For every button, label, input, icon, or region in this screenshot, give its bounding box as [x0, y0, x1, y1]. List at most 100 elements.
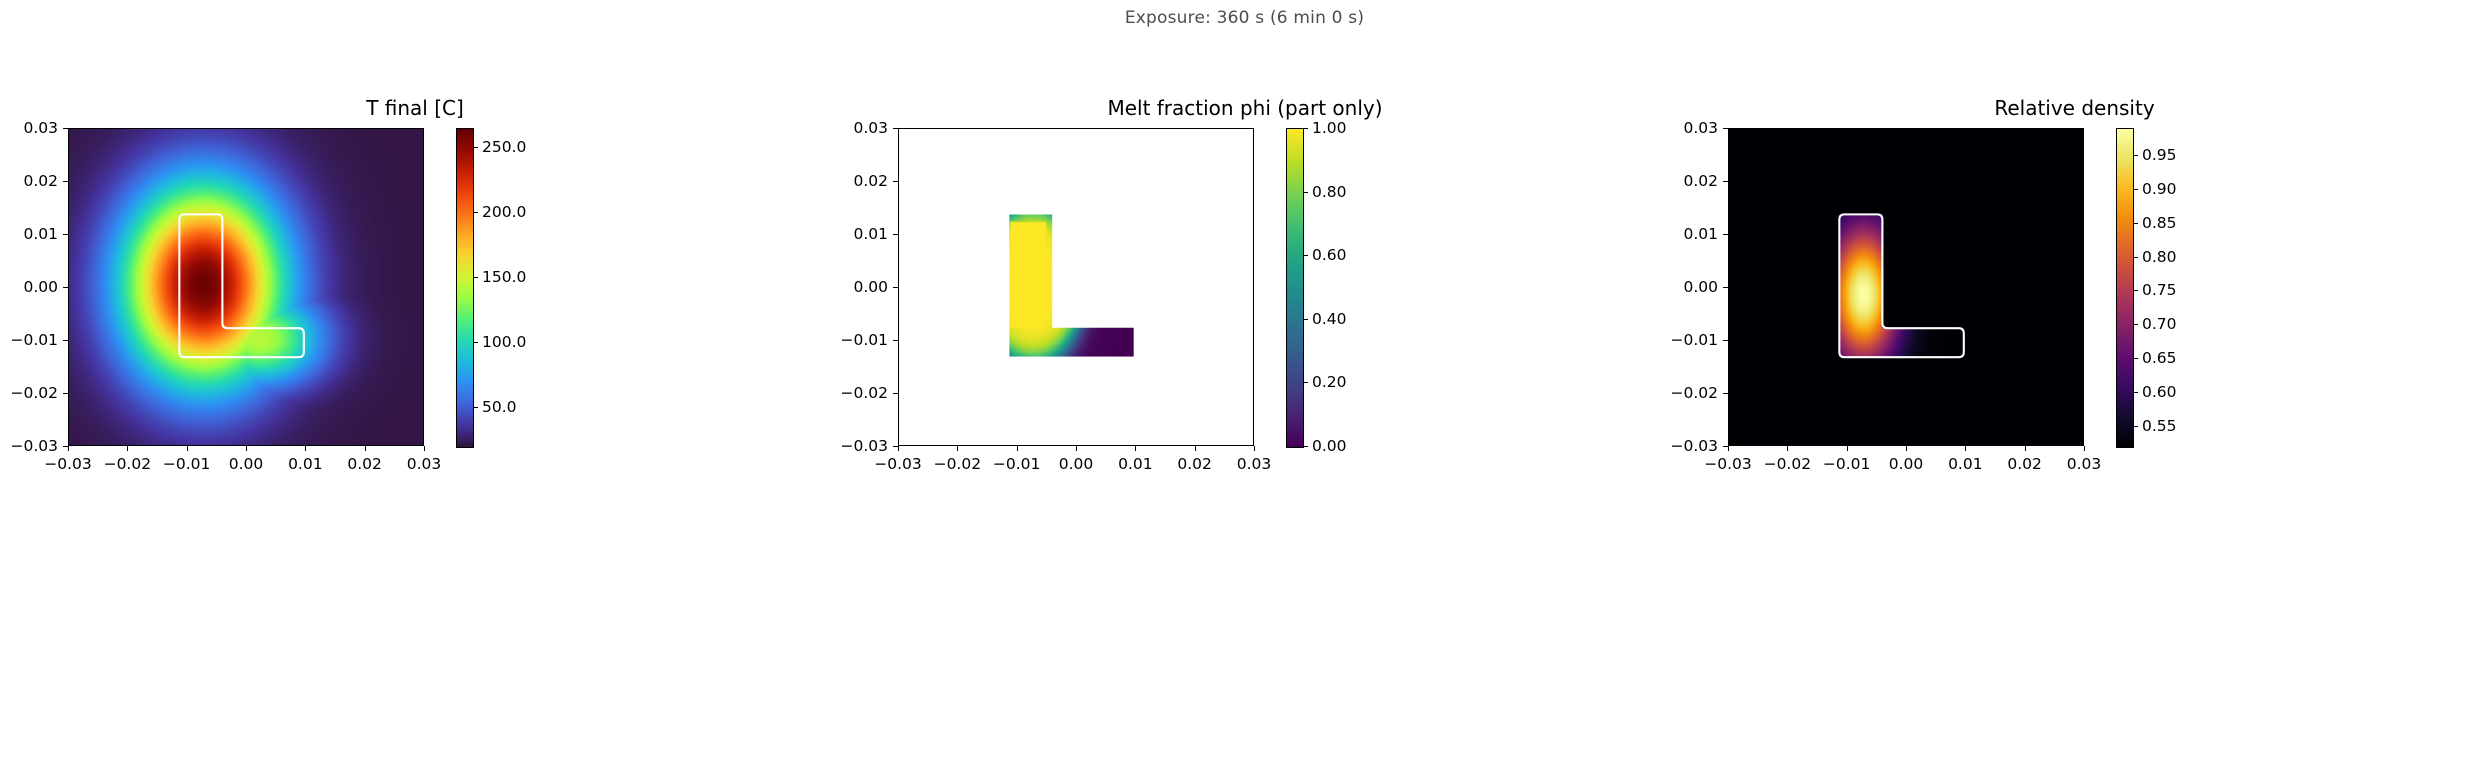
y-tick [1723, 234, 1728, 235]
y-tick [63, 234, 68, 235]
colorbar-tick-label: 0.95 [2142, 146, 2177, 165]
colorbar-t-final [456, 128, 474, 448]
x-tick-label: −0.02 [103, 455, 152, 473]
colorbar-tick [1303, 318, 1308, 320]
x-tick [364, 446, 366, 451]
y-tick [63, 340, 68, 341]
x-tick-label: 0.02 [1177, 455, 1212, 473]
y-tick [1723, 128, 1728, 129]
x-tick [424, 446, 425, 451]
subplot-relative-density: Relative density −0.03 −0.02 −0.01 0.00 0.01… [1660, 0, 2489, 769]
y-tick-label: 0.00 [23, 278, 58, 296]
x-tick [1076, 446, 1077, 451]
x-tick [1194, 446, 1196, 451]
colorbar-tick-label: 0.60 [2142, 382, 2177, 401]
y-tick-label: 0.01 [23, 225, 58, 243]
colorbar-tick [2133, 222, 2138, 224]
y-tick [63, 128, 68, 129]
colorbar-tick-label: 0.80 [2142, 247, 2177, 266]
colorbar-tick-label: 150.0 [482, 268, 527, 287]
x-tick-label: 0.02 [347, 455, 382, 473]
subplot-title-relative-density: Relative density [1994, 96, 2155, 120]
colorbar-tick [1303, 446, 1308, 447]
heatmap-relative-density [1729, 129, 2083, 445]
y-tick [893, 181, 898, 182]
axes-melt-fraction[interactable] [898, 128, 1254, 446]
x-tick-label: −0.01 [1822, 455, 1871, 473]
colorbar-tick-label: 0.55 [2142, 416, 2177, 435]
x-tick-label: 0.02 [2007, 455, 2042, 473]
x-tick [1135, 446, 1137, 451]
y-tick-label: 0.03 [853, 119, 888, 137]
y-tick-label: −0.03 [1670, 437, 1719, 455]
colorbar-tick [473, 342, 478, 344]
x-tick-label: 0.00 [1058, 455, 1094, 473]
axes-t-final[interactable] [68, 128, 424, 446]
x-tick-label: 0.03 [2066, 455, 2102, 473]
colorbar-tick [2133, 324, 2138, 326]
x-tick-label: −0.03 [874, 455, 922, 473]
x-tick [2084, 446, 2085, 451]
figure-suptitle: Exposure: 360 s (6 min 0 s) [1124, 8, 1365, 28]
y-tick-label: 0.03 [23, 119, 58, 137]
colorbar-tick [2133, 425, 2138, 427]
y-tick [1723, 181, 1728, 182]
x-tick [898, 446, 899, 451]
colorbar-tick-label: 0.65 [2142, 349, 2177, 368]
y-tick-label: 0.00 [853, 278, 888, 296]
y-tick [893, 128, 898, 129]
y-tick-label: 0.02 [1683, 172, 1718, 190]
y-tick [1723, 393, 1728, 394]
y-tick-label: 0.01 [1683, 225, 1718, 243]
colorbar-tick-label: 200.0 [482, 203, 527, 222]
colorbar-relative-density [2116, 128, 2134, 448]
heatmap-melt-fraction [899, 129, 1253, 445]
colorbar-tick-label: 50.0 [482, 398, 517, 417]
colorbar-tick-label: 100.0 [482, 333, 527, 352]
x-tick-label: −0.02 [1763, 455, 1812, 473]
y-tick [893, 234, 898, 235]
x-tick-label: −0.03 [44, 455, 92, 473]
y-tick [63, 446, 68, 447]
x-tick-label: −0.02 [933, 455, 982, 473]
subplot-title-melt-fraction: Melt fraction phi (part only) [1107, 96, 1383, 120]
y-tick-label: −0.01 [10, 331, 59, 349]
y-tick-label: 0.02 [23, 172, 58, 190]
colorbar-tick-label: 1.00 [1312, 119, 1347, 137]
y-tick-label: 0.00 [1683, 278, 1718, 296]
y-tick-label: −0.03 [840, 437, 889, 455]
colorbar-tick [2133, 391, 2138, 393]
colorbar-tick [1303, 255, 1308, 257]
x-tick-label: 0.01 [1948, 455, 1983, 473]
subplot-title-t-final: T final [C] [366, 96, 464, 120]
colorbar-tick [473, 147, 478, 149]
x-tick [1787, 446, 1789, 451]
y-tick [63, 287, 68, 288]
colorbar-tick [473, 277, 478, 279]
colorbar-tick-label: 0.00 [1312, 437, 1347, 455]
x-tick [68, 446, 69, 451]
colorbar-tick [2133, 256, 2138, 258]
colorbar-tick [1303, 128, 1308, 129]
colorbar-tick-label: 0.75 [2142, 281, 2177, 300]
x-tick-label: 0.03 [406, 455, 442, 473]
x-tick [186, 446, 188, 451]
colorbar-tick-label: 0.70 [2142, 315, 2177, 334]
axes-relative-density[interactable] [1728, 128, 2084, 446]
y-tick-label: −0.02 [840, 384, 889, 402]
y-tick [63, 393, 68, 394]
colorbar-tick-label: 0.80 [1312, 182, 1347, 201]
x-tick [1728, 446, 1729, 451]
x-tick-label: 0.00 [1888, 455, 1924, 473]
colorbar-tick [1303, 382, 1308, 384]
y-tick-label: −0.01 [1670, 331, 1719, 349]
colorbar-tick [2133, 358, 2138, 360]
y-tick-label: −0.03 [10, 437, 59, 455]
x-tick [1016, 446, 1018, 451]
colorbar-tick [473, 407, 478, 409]
colorbar-tick [2133, 155, 2138, 157]
colorbar-tick-label: 0.90 [2142, 179, 2177, 198]
x-tick-label: −0.03 [1704, 455, 1752, 473]
heatmap-t-final [69, 129, 423, 445]
y-tick-label: −0.02 [1670, 384, 1719, 402]
